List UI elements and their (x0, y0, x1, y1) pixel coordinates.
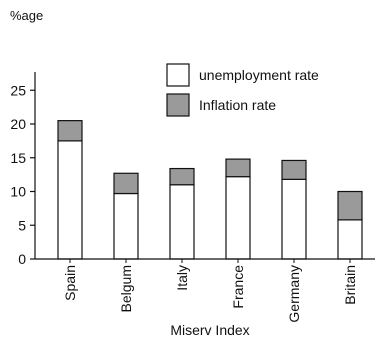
bar-inflation (113, 172, 139, 195)
x-tick-label: Spain (62, 265, 78, 301)
bar-inflation (169, 167, 195, 186)
y-tick-label: 15 (10, 150, 26, 166)
x-tick-label: Germany (286, 265, 302, 323)
bar-inflation (281, 159, 307, 180)
x-axis-label: Miserv Index (170, 322, 249, 338)
legend: unemployment rate Inflation rate (166, 63, 319, 117)
legend-swatch (166, 93, 190, 117)
y-tick-label: 5 (18, 217, 26, 233)
y-tick-label: 20 (10, 116, 26, 132)
y-axis-label: %age (10, 8, 43, 23)
bar-unemployment (57, 140, 83, 260)
legend-label: Inflation rate (199, 97, 276, 113)
legend-label: unemployment rate (199, 67, 319, 83)
bar-inflation (337, 190, 363, 221)
bar-unemployment (113, 192, 139, 260)
bar-unemployment (169, 184, 195, 260)
bar-inflation (225, 158, 251, 178)
x-tick-label: Belgum (118, 265, 134, 312)
bar-unemployment (225, 176, 251, 260)
x-tick-label: France (230, 265, 246, 309)
legend-swatch (166, 63, 190, 87)
y-tick-label: 25 (10, 82, 26, 98)
x-tick-label: Italy (174, 265, 190, 291)
x-tick-label: Britain (342, 265, 358, 305)
bar-inflation (57, 120, 83, 142)
y-tick-label: 0 (18, 251, 26, 267)
bar-unemployment (281, 178, 307, 260)
y-tick-label: 10 (10, 184, 26, 200)
chart-marks: 0 5 10 15 20 25 Spain Belgum Italy France Germany B… (10, 82, 363, 323)
bar-unemployment (337, 219, 363, 260)
